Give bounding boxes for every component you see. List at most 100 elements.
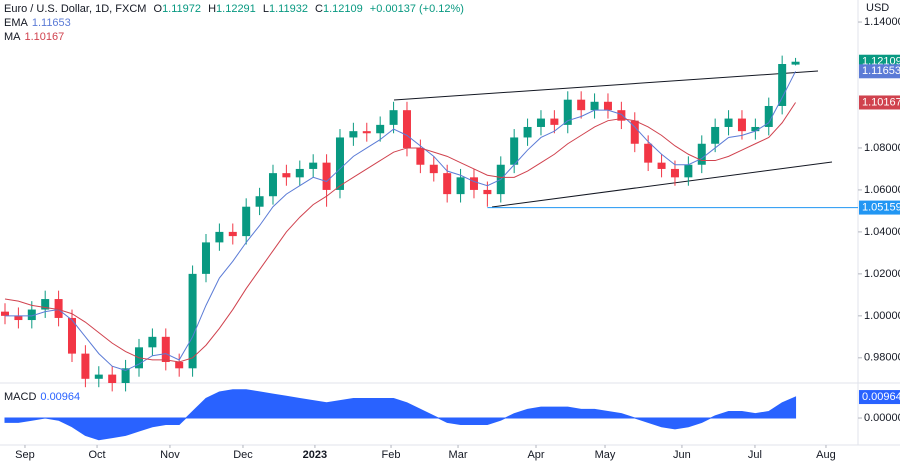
candle-body bbox=[523, 126, 532, 138]
x-tick-label: Jun bbox=[673, 449, 691, 461]
candle-body bbox=[335, 137, 344, 190]
candle-body bbox=[148, 336, 157, 348]
ohlc-value: 1.12291 bbox=[216, 3, 256, 15]
y-tick-label: 0.00000 bbox=[864, 412, 900, 424]
candle-body bbox=[737, 118, 746, 132]
candle-body bbox=[563, 99, 572, 125]
ema-label: 1.11653 bbox=[862, 65, 900, 77]
candle-body bbox=[536, 118, 545, 127]
candle-body bbox=[751, 126, 760, 132]
candle-body bbox=[416, 147, 425, 165]
x-tick-label: Apr bbox=[527, 449, 544, 461]
candle-body bbox=[201, 242, 210, 274]
indicator-line bbox=[4, 71, 797, 371]
candle-body bbox=[362, 131, 371, 134]
candle-body bbox=[0, 311, 9, 316]
x-tick-label: 2023 bbox=[303, 449, 327, 461]
candle-body bbox=[81, 353, 90, 379]
legend-value: 1.10167 bbox=[24, 31, 65, 43]
candle-body bbox=[268, 173, 277, 197]
y-tick-label: 1.08000 bbox=[864, 142, 900, 154]
x-tick-label: Nov bbox=[160, 449, 180, 461]
macd-area bbox=[4, 389, 797, 441]
candle-body bbox=[349, 131, 358, 138]
candle-body bbox=[188, 273, 197, 369]
ohlc-value: 1.11932 bbox=[268, 3, 308, 15]
candle-body bbox=[791, 61, 800, 65]
candle-body bbox=[389, 110, 398, 125]
ema-legend: EMA 1.11653 bbox=[4, 17, 75, 29]
candle-body bbox=[657, 162, 666, 169]
candle-body bbox=[778, 64, 787, 106]
macd-legend: MACD 0.00964 bbox=[4, 391, 84, 403]
candle-body bbox=[469, 177, 478, 190]
indicator-line bbox=[4, 102, 796, 363]
candle-body bbox=[603, 101, 612, 111]
candle-body bbox=[282, 173, 291, 178]
level-label: 1.05159 bbox=[862, 201, 900, 213]
candle-body bbox=[510, 137, 519, 165]
candle-body bbox=[402, 110, 411, 148]
y-tick-label: 1.04000 bbox=[864, 226, 900, 238]
candle-body bbox=[27, 309, 36, 321]
candle-body bbox=[175, 362, 184, 369]
x-tick-label: Oct bbox=[88, 449, 105, 461]
ma-label: 1.10167 bbox=[862, 96, 900, 108]
candle-body bbox=[443, 173, 452, 195]
level-label-box bbox=[859, 200, 900, 215]
candle-body bbox=[577, 99, 586, 111]
x-tick-label: Sep bbox=[15, 449, 35, 461]
candle-body bbox=[108, 374, 117, 383]
symbol: Euro / U.S. Dollar, 1D, FXCM bbox=[4, 3, 147, 15]
candle-body bbox=[322, 162, 331, 190]
candle-body bbox=[228, 231, 237, 237]
ohlc-key: H bbox=[208, 3, 217, 15]
ohlc-value: 1.12109 bbox=[322, 3, 363, 15]
candle-body bbox=[724, 118, 733, 127]
candle-body bbox=[630, 120, 639, 144]
y-tick-label: 0.98000 bbox=[864, 352, 900, 364]
candle-body bbox=[590, 101, 599, 111]
candle-body bbox=[764, 105, 773, 127]
candle-body bbox=[684, 164, 693, 178]
ohlc-value: 1.11972 bbox=[162, 3, 202, 15]
candle-body bbox=[711, 126, 720, 144]
channel-top bbox=[393, 70, 819, 101]
x-tick-label: Aug bbox=[816, 449, 836, 461]
ma-legend: MA 1.10167 bbox=[4, 31, 68, 43]
legend-name: EMA bbox=[4, 17, 28, 29]
macd-value-label-box bbox=[859, 390, 900, 405]
y-tick-label: 1.00000 bbox=[864, 310, 900, 322]
legend-value: 0.00964 bbox=[40, 391, 81, 403]
candle-body bbox=[309, 162, 318, 169]
candle-body bbox=[697, 143, 706, 165]
candle-body bbox=[429, 164, 438, 174]
y-tick-label: 1.14000 bbox=[864, 16, 900, 28]
ohlc-key: O bbox=[153, 3, 163, 15]
candle-body bbox=[483, 189, 492, 195]
y-tick-label: 1.02000 bbox=[864, 268, 900, 280]
candle-body bbox=[215, 231, 224, 243]
x-tick-label: Feb bbox=[382, 449, 401, 461]
candle-body bbox=[121, 368, 130, 383]
macd-value-label: 0.00964 bbox=[862, 391, 900, 403]
candle-body bbox=[67, 317, 76, 354]
candle-body bbox=[54, 299, 63, 318]
channel-bottom bbox=[491, 161, 833, 208]
header-line: Euro / U.S. Dollar, 1D, FXCM O1.11972 H1… bbox=[4, 3, 468, 15]
legend-name: MACD bbox=[4, 391, 37, 403]
ohlc-key: C bbox=[315, 3, 323, 15]
currency: USD bbox=[866, 2, 889, 14]
candle-body bbox=[670, 168, 679, 178]
x-tick-label: Dec bbox=[233, 449, 253, 461]
candle-body bbox=[644, 143, 653, 163]
candle-body bbox=[456, 177, 465, 195]
x-tick-label: Jul bbox=[748, 449, 762, 461]
legend-name: MA bbox=[4, 31, 21, 43]
candle-body bbox=[617, 110, 626, 121]
change: +0.00137 (+0.12%) bbox=[369, 3, 464, 15]
legend-value: 1.11653 bbox=[31, 17, 71, 29]
candle-body bbox=[550, 118, 559, 125]
ema-label-box bbox=[859, 64, 900, 79]
